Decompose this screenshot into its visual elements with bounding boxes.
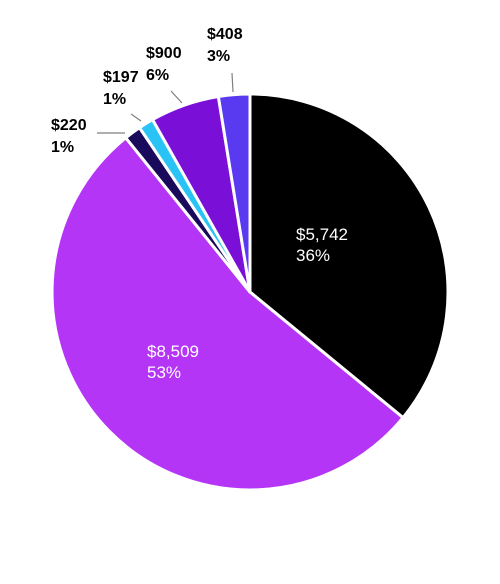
slice-percent-label: 1% [103, 91, 126, 108]
slice-label-4: $900 6% [146, 45, 182, 84]
pie-slice-5 [216, 92, 252, 294]
slice-value-label: $5,742 [296, 225, 348, 244]
slice-label-3: $197 1% [103, 69, 139, 108]
slice-percent-label: 36% [296, 246, 330, 265]
slice-label-5: $408 3% [207, 26, 243, 65]
pie-slice-0 [248, 92, 450, 420]
slice-label-1: $8,509 53% [147, 342, 199, 382]
slice-percent-label: 6% [146, 67, 169, 84]
leader-line-5 [231, 72, 234, 93]
pie-slice-1 [50, 136, 405, 492]
slice-value-label: $197 [103, 69, 139, 86]
slice-label-0: $5,742 36% [296, 225, 348, 265]
slice-label-2: $220 1% [51, 117, 87, 156]
slice-percent-label: 1% [51, 139, 74, 156]
slice-value-label: $900 [146, 45, 182, 62]
leader-line-3 [130, 113, 142, 122]
slice-percent-label: 53% [147, 363, 181, 382]
leader-line-4 [170, 90, 183, 104]
slice-value-label: $220 [51, 117, 87, 134]
slice-value-label: $8,509 [147, 342, 199, 361]
slice-percent-label: 3% [207, 48, 230, 65]
slice-value-label: $408 [207, 26, 243, 43]
